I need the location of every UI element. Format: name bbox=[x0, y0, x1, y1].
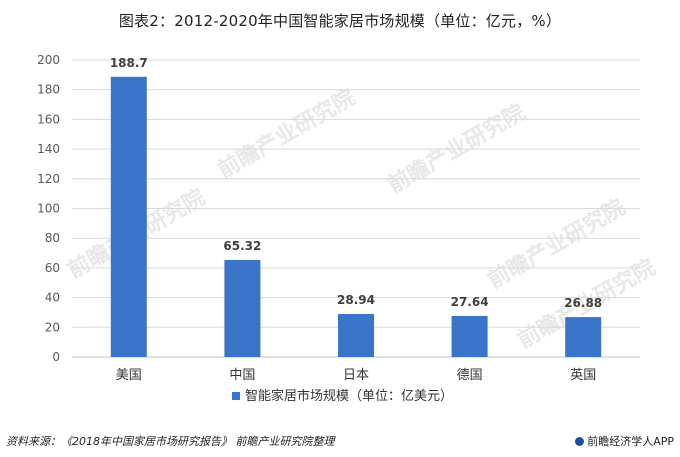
category-label: 中国 bbox=[229, 368, 255, 383]
data-label: 65.32 bbox=[223, 239, 261, 253]
bar-2 bbox=[224, 259, 261, 357]
y-tick-label: 200 bbox=[37, 53, 60, 67]
category-labels: 美国 中国 日本 德国 英国 bbox=[116, 368, 596, 383]
bar-chart: 前瞻产业研究院前瞻产业研究院前瞻产业研究院前瞻产业研究院前瞻产业研究院 0 20 4… bbox=[37, 53, 660, 404]
legend-label: 智能家居市场规模（单位：亿美元） bbox=[245, 388, 453, 404]
data-label: 188.7 bbox=[110, 56, 148, 70]
bar-5 bbox=[565, 317, 602, 357]
y-tick-label: 100 bbox=[37, 202, 60, 216]
y-tick-label: 0 bbox=[52, 350, 60, 364]
y-tick-label: 140 bbox=[37, 142, 60, 156]
data-label: 26.88 bbox=[564, 296, 602, 310]
footer: 资料来源：《2018年中国家居市场研究报告》 前瞻产业研究院整理 前瞻经济学人A… bbox=[6, 433, 674, 451]
y-tick-label: 80 bbox=[45, 231, 60, 245]
y-tick-label: 20 bbox=[45, 320, 60, 334]
legend: 智能家居市场规模（单位：亿美元） bbox=[232, 388, 453, 404]
gridlines bbox=[72, 59, 640, 358]
data-label: 28.94 bbox=[337, 293, 375, 307]
y-tick-label: 40 bbox=[45, 291, 60, 305]
data-label: 27.64 bbox=[451, 295, 489, 309]
source-note: 资料来源：《2018年中国家居市场研究报告》 前瞻产业研究院整理 bbox=[6, 435, 335, 448]
legend-swatch bbox=[232, 392, 240, 400]
brand-label: 前瞻经济学人APP bbox=[575, 433, 674, 449]
brand-logo-icon bbox=[575, 437, 585, 446]
watermark-layer: 前瞻产业研究院前瞻产业研究院前瞻产业研究院前瞻产业研究院前瞻产业研究院 bbox=[63, 84, 659, 354]
y-axis-tick-labels: 0 20 40 60 80 100 120 140 160 180 200 bbox=[37, 53, 60, 364]
y-tick-label: 160 bbox=[37, 112, 60, 126]
category-label: 日本 bbox=[343, 368, 369, 383]
bar-3 bbox=[338, 314, 374, 357]
chart-title: 图表2：2012-2020年中国智能家居市场规模（单位：亿元，%） bbox=[118, 12, 562, 30]
bars bbox=[110, 76, 602, 357]
data-labels: 188.7 65.32 28.94 27.64 26.88 bbox=[110, 56, 602, 310]
category-label: 英国 bbox=[570, 368, 596, 383]
category-label: 德国 bbox=[457, 368, 483, 383]
bar-1 bbox=[110, 76, 147, 357]
y-tick-label: 120 bbox=[37, 172, 60, 186]
brand-text: 前瞻经济学人APP bbox=[587, 435, 674, 448]
y-tick-label: 180 bbox=[37, 83, 60, 97]
bar-4 bbox=[451, 315, 488, 357]
y-tick-label: 60 bbox=[45, 261, 60, 275]
watermark-text: 前瞻产业研究院 bbox=[213, 84, 359, 184]
category-label: 美国 bbox=[116, 368, 142, 383]
